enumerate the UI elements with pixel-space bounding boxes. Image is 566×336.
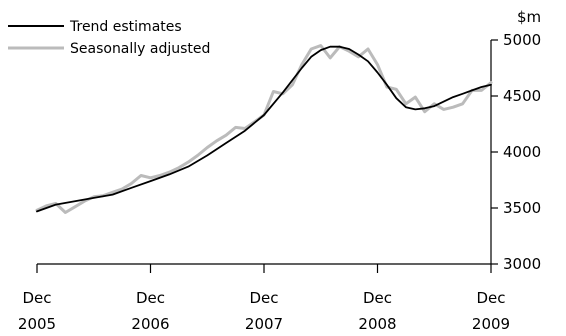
y-tick-label: 3500 <box>503 199 541 217</box>
legend: Trend estimates Seasonally adjusted <box>8 19 210 57</box>
x-axis-ticks: Dec 2005 Dec 2006 Dec 2007 Dec 2008 Dec 2009 <box>18 264 510 333</box>
x-tick-label-year: 2005 <box>18 315 56 333</box>
x-tick-label-month: Dec <box>136 289 165 307</box>
x-tick-label-year: 2009 <box>472 315 510 333</box>
y-tick-label: 4500 <box>503 87 541 105</box>
y-tick-label: 4000 <box>503 143 541 161</box>
x-tick-label-month: Dec <box>249 289 278 307</box>
y-axis-ticks: 3000 3500 4000 4500 5000 <box>491 31 541 273</box>
y-tick-label: 3000 <box>503 255 541 273</box>
series-layer <box>35 44 493 214</box>
legend-label-trend: Trend estimates <box>69 19 182 35</box>
x-tick-label-month: Dec <box>22 289 51 307</box>
x-tick-label-month: Dec <box>476 289 505 307</box>
x-tick-label-year: 2008 <box>358 315 396 333</box>
y-tick-label: 5000 <box>503 31 541 49</box>
series-line-seasonally-adjusted <box>35 44 493 214</box>
x-tick-label-year: 2007 <box>245 315 283 333</box>
x-tick-label-year: 2006 <box>131 315 169 333</box>
y-axis-unit-label: $m <box>517 8 541 26</box>
x-tick-label-month: Dec <box>363 289 392 307</box>
series-line-trend-estimates <box>36 45 492 213</box>
legend-label-seasonal: Seasonally adjusted <box>70 41 210 57</box>
